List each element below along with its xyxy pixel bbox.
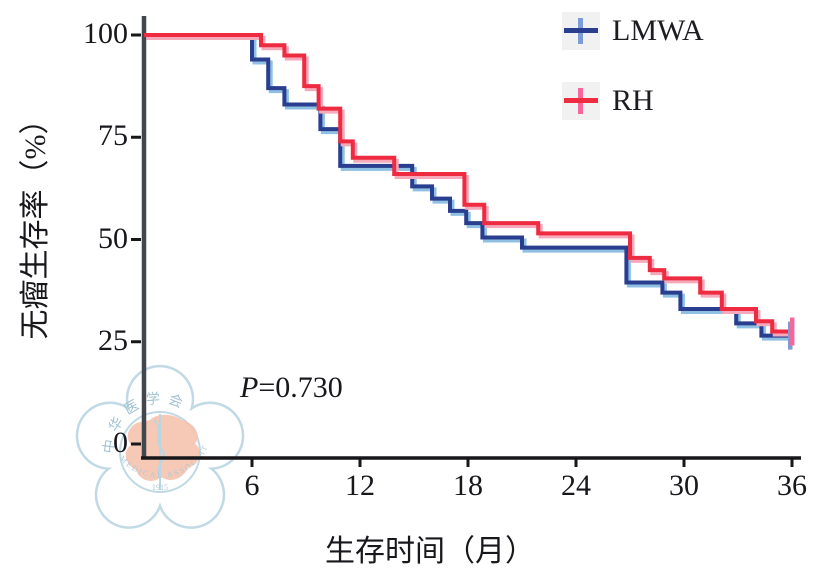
lmwa-censor-plus-icon [562,12,600,50]
watermark-year-text: 1915 [152,483,168,492]
x-tick-label: 6 [244,469,260,502]
survival-curve-shadow-lmwa [146,36,793,341]
legend-label-lmwa: LMWA [612,14,704,47]
watermark-staff-snake [153,414,165,490]
y-tick-label: 50 [98,221,128,255]
p-value-annotation: P=0.730 [240,371,343,404]
survival-curve-lmwa [144,33,791,338]
x-tick-label: 24 [561,469,591,502]
x-axis-title: 生存时间（月） [325,535,535,568]
survival-curve-shadow-rh [146,36,793,337]
y-tick-label: 75 [98,119,128,153]
watermark-petal-border [75,364,245,529]
legend-label-rh: RH [612,84,654,117]
y-tick-label: 25 [98,323,128,357]
x-tick-label: 12 [345,469,375,502]
x-tick-label: 18 [453,469,483,502]
x-tick-label: 36 [777,469,807,502]
x-tick-label: 30 [669,469,699,502]
survival-curve-rh [144,33,791,334]
legend: LMWA RH [562,12,704,152]
y-axis-title: 无瘤生存率（%） [19,104,52,340]
rh-censor-plus-icon [562,82,600,120]
legend-item-lmwa: LMWA [562,12,704,50]
legend-item-rh: RH [562,82,704,120]
y-tick-label: 0 [113,426,128,459]
y-tick-label: 100 [83,17,128,50]
